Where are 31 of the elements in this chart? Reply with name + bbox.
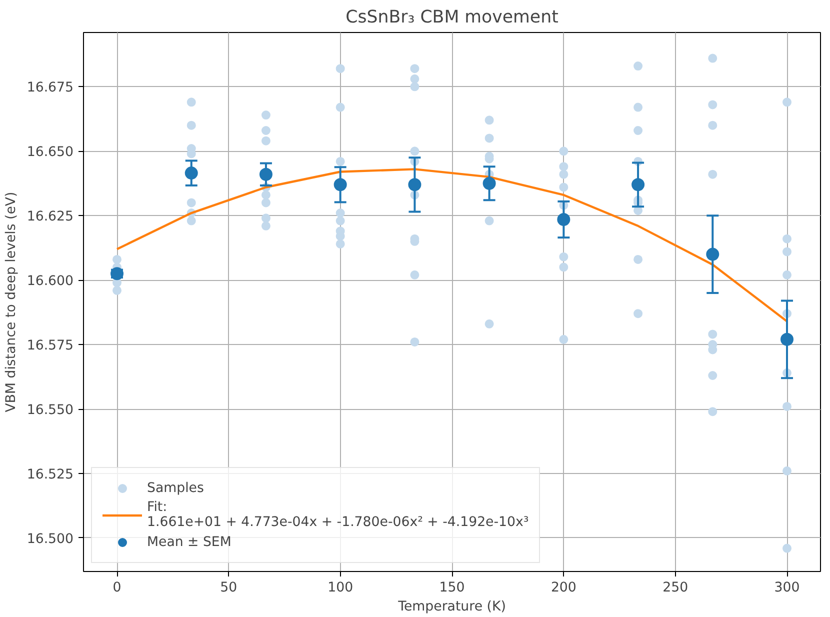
x-tick-label: 300 bbox=[774, 580, 800, 596]
point bbox=[557, 212, 570, 226]
point bbox=[780, 332, 794, 346]
point bbox=[184, 166, 198, 180]
x-tick-label: 200 bbox=[550, 580, 576, 596]
x-tick-label: 0 bbox=[112, 580, 122, 596]
y-tick-label: 16.675 bbox=[26, 80, 74, 96]
point bbox=[408, 178, 422, 192]
y-tick-label: 16.525 bbox=[26, 468, 74, 482]
legend-label: Samples bbox=[147, 480, 204, 496]
point bbox=[632, 178, 645, 192]
x-tick-label: 100 bbox=[328, 580, 354, 596]
y-axis-title: VBM distance to deep levels (eV) bbox=[4, 192, 19, 412]
y-tick-label: 16.575 bbox=[26, 338, 74, 354]
chart-title: CsSnBr₃ CBM movement bbox=[346, 8, 559, 28]
y-tick-label: 16.650 bbox=[26, 145, 74, 160]
y-tick-label: 16.625 bbox=[26, 210, 74, 225]
y-tick-label: 16.600 bbox=[26, 274, 74, 290]
x-tick-label: 150 bbox=[439, 580, 465, 596]
x-axis-title: Temperature (K) bbox=[397, 600, 506, 614]
legend-label: Fit: 1.661e+01 + 4.773e-04x + -1.780e-06x² + -4.192e-10x³ bbox=[147, 500, 529, 530]
y-tick-label: 16.500 bbox=[26, 532, 74, 547]
point bbox=[334, 178, 347, 192]
line-series bbox=[116, 168, 788, 322]
x-tick-label: 250 bbox=[662, 580, 688, 596]
point bbox=[259, 168, 272, 181]
point bbox=[482, 176, 496, 190]
x-tick-label: 50 bbox=[220, 580, 238, 596]
point bbox=[706, 248, 720, 261]
legend-label: Mean ± SEM bbox=[147, 534, 232, 550]
y-tick-label: 16.550 bbox=[26, 403, 74, 418]
